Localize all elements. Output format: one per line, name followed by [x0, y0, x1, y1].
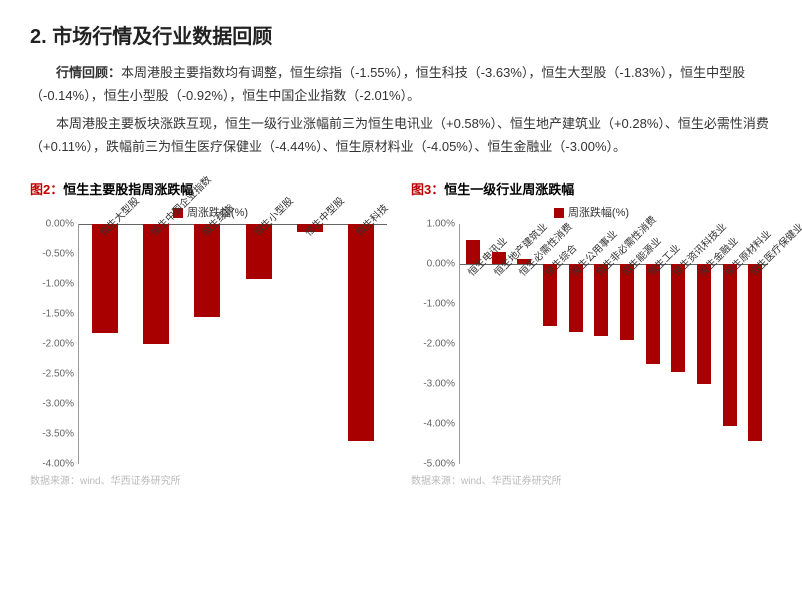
y-tick: -1.00%	[423, 298, 455, 309]
y-tick: 0.00%	[427, 258, 455, 269]
y-tick: -1.00%	[42, 278, 74, 289]
paragraph-1: 行情回顾：本周港股主要指数均有调整，恒生综指（-1.55%），恒生科技（-3.6…	[30, 61, 772, 108]
bar-slot: 恒生必需性消费	[511, 224, 537, 464]
y-tick: -4.00%	[42, 458, 74, 469]
bar	[697, 264, 711, 384]
y-tick: -2.50%	[42, 368, 74, 379]
bar-slot: 恒生中型股	[284, 224, 335, 464]
chart3-plot: 恒生电讯业恒生地产建筑业恒生必需性消费恒生综合恒生公用事业恒生非必需性消费恒生能…	[459, 224, 768, 464]
bar	[723, 264, 737, 426]
bar-slot: 恒生资讯科技业	[665, 224, 691, 464]
bar-slot: 恒生中国企业指数	[130, 224, 181, 464]
chart3-bars: 恒生电讯业恒生地产建筑业恒生必需性消费恒生综合恒生公用事业恒生非必需性消费恒生能…	[460, 224, 768, 464]
bar-label: 恒生医疗保健业	[746, 218, 802, 278]
chart3-title: 图3：恒生一级行业周涨跌幅	[411, 179, 772, 198]
chart2-source: 数据来源：wind、华西证券研究所	[30, 472, 391, 487]
chart2-plot: 恒生大型股恒生中国企业指数恒生综指恒生小型股恒生中型股恒生科技	[78, 224, 387, 464]
y-tick: -3.00%	[42, 398, 74, 409]
chart3-legend-label: 周涨跌幅(%)	[568, 207, 629, 219]
bar	[143, 224, 169, 345]
charts-row: 图2：恒生主要股指周涨跌幅 周涨跌幅(%) 0.00%-0.50%-1.00%-…	[30, 179, 772, 487]
bar-slot: 恒生大型股	[79, 224, 130, 464]
bar	[748, 264, 762, 442]
bar-slot: 恒生电讯业	[460, 224, 486, 464]
bar-slot: 恒生金融业	[691, 224, 717, 464]
chart3-y-axis: 1.00%0.00%-1.00%-2.00%-3.00%-4.00%-5.00%	[411, 224, 459, 464]
chart2-panel: 图2：恒生主要股指周涨跌幅 周涨跌幅(%) 0.00%-0.50%-1.00%-…	[30, 179, 391, 487]
y-tick: -3.50%	[42, 428, 74, 439]
y-tick: -2.00%	[42, 338, 74, 349]
bar	[646, 264, 660, 364]
para1-text: 本周港股主要指数均有调整，恒生综指（-1.55%），恒生科技（-3.63%），恒…	[30, 65, 745, 103]
chart2-bars: 恒生大型股恒生中国企业指数恒生综指恒生小型股恒生中型股恒生科技	[79, 224, 387, 464]
section-heading: 2. 市场行情及行业数据回顾	[30, 20, 772, 49]
bar-slot: 恒生非必需性消费	[588, 224, 614, 464]
bar-slot: 恒生能源业	[614, 224, 640, 464]
y-tick: -1.50%	[42, 308, 74, 319]
chart2-fig-label: 图2：	[30, 182, 63, 197]
chart3-area: 1.00%0.00%-1.00%-2.00%-3.00%-4.00%-5.00%…	[411, 224, 772, 464]
y-tick: 1.00%	[427, 218, 455, 229]
bar-slot: 恒生公用事业	[563, 224, 589, 464]
chart3-title-text: 恒生一级行业周涨跌幅	[444, 182, 574, 197]
bar	[348, 224, 374, 442]
chart3-legend-swatch	[554, 208, 564, 218]
bar-slot: 恒生小型股	[233, 224, 284, 464]
paragraph-2: 本周港股主要板块涨跌互现，恒生一级行业涨幅前三为恒生电讯业（+0.58%）、恒生…	[30, 112, 772, 159]
y-tick: -4.00%	[423, 418, 455, 429]
bar-slot: 恒生工业	[640, 224, 666, 464]
chart3-legend: 周涨跌幅(%)	[411, 204, 772, 220]
y-tick: -3.00%	[423, 378, 455, 389]
chart3-source: 数据来源：wind、华西证券研究所	[411, 472, 772, 487]
bar-slot: 恒生医疗保健业	[742, 224, 768, 464]
chart3-fig-label: 图3：	[411, 182, 444, 197]
y-tick: 0.00%	[46, 218, 74, 229]
chart2-area: 0.00%-0.50%-1.00%-1.50%-2.00%-2.50%-3.00…	[30, 224, 391, 464]
bar	[671, 264, 685, 372]
bar	[92, 224, 118, 334]
bar-slot: 恒生原材料业	[717, 224, 743, 464]
y-tick: -0.50%	[42, 248, 74, 259]
bar-slot: 恒生综合	[537, 224, 563, 464]
bar-slot: 恒生综指	[182, 224, 233, 464]
chart3-panel: 图3：恒生一级行业周涨跌幅 周涨跌幅(%) 1.00% 0.00% -1.00% -2…	[411, 179, 772, 487]
y-tick: -5.00%	[423, 458, 455, 469]
chart2-y-axis: 0.00%-0.50%-1.00%-1.50%-2.00%-2.50%-3.00…	[30, 224, 78, 464]
para1-lead: 行情回顾：	[56, 65, 121, 80]
y-tick: -2.00%	[423, 338, 455, 349]
bar-slot: 恒生科技	[336, 224, 387, 464]
bar-slot: 恒生地产建筑业	[486, 224, 512, 464]
